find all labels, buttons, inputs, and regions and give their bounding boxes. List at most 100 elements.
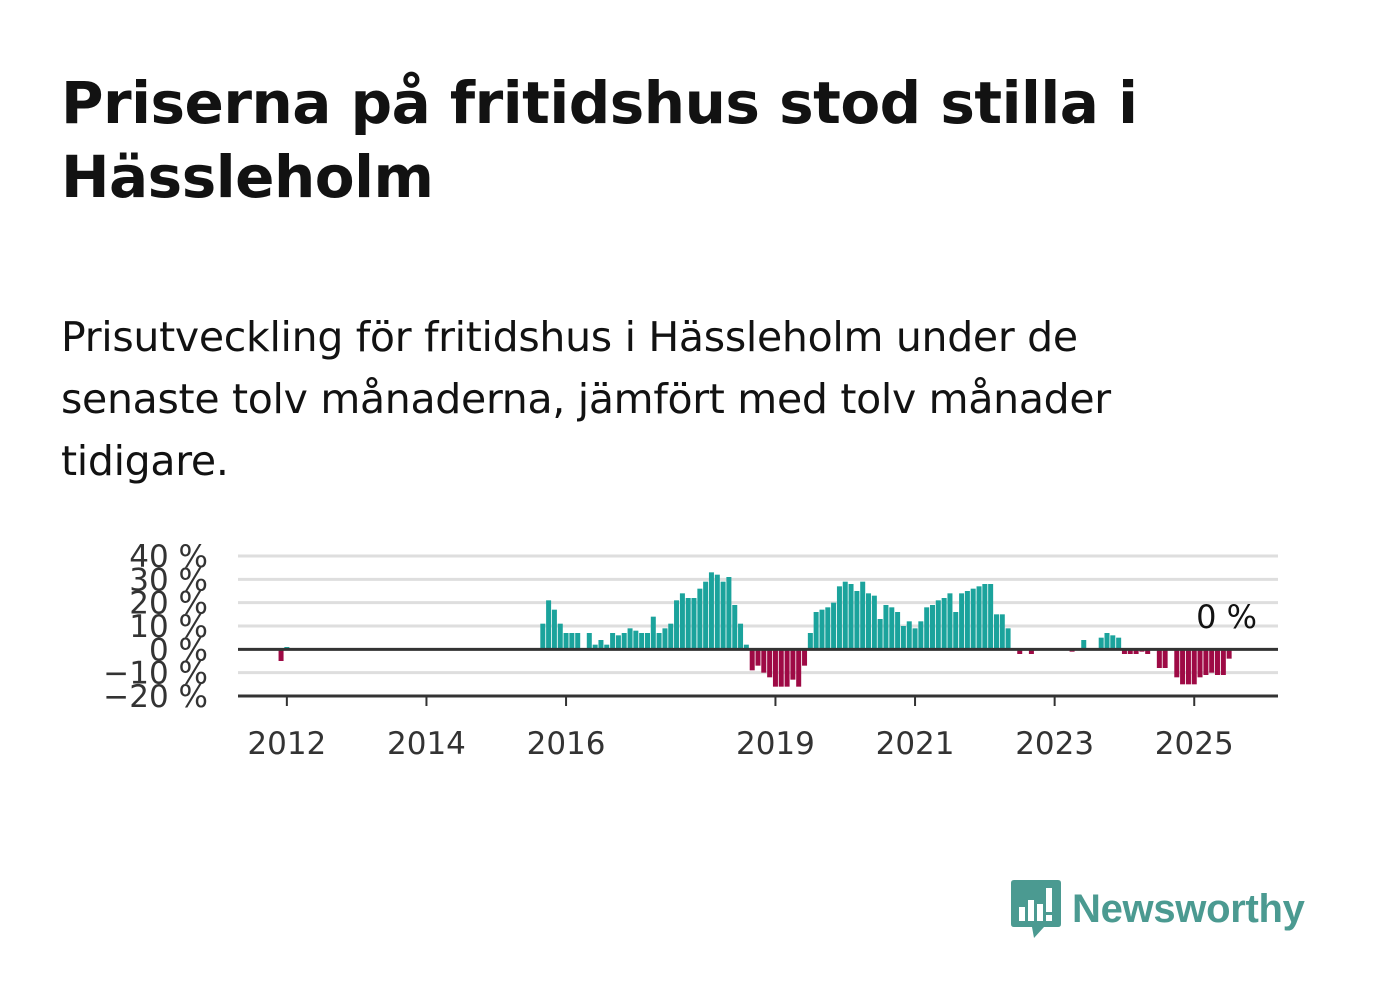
bar [854,591,860,650]
bar [621,633,627,650]
bar [1214,649,1220,675]
bar [720,581,726,650]
bar [1203,649,1209,675]
bar [679,593,685,650]
gridlines [238,554,1278,675]
bar [1162,649,1168,668]
bar [1133,649,1139,654]
bar [912,628,918,650]
bar [732,605,738,650]
y-tick-label: −20 % [103,679,208,715]
bar [1226,649,1232,659]
bar [1028,649,1034,654]
bar [557,623,563,650]
bar [1180,649,1186,685]
chart-subtitle: Prisutveckling för fritidshus i Hässleho… [61,313,1111,485]
bar [278,649,284,661]
bar [924,607,930,650]
bar [743,644,749,650]
bar [662,628,668,650]
bar [825,607,831,650]
bar [708,572,714,650]
bar [831,602,837,650]
bar [650,616,656,650]
bar [900,626,906,650]
newsworthy-logo-icon [1011,880,1061,938]
bar [656,633,662,650]
bar [871,595,877,650]
bar [592,644,598,650]
x-tick-label: 2014 [387,726,466,762]
bar [988,584,994,650]
bar [726,577,732,650]
bar [999,614,1005,650]
bar [1220,649,1226,675]
y-tick-label: 40 % [129,539,208,575]
bar [860,581,866,650]
bar [1145,649,1151,654]
bar [883,605,889,650]
bar [895,612,901,650]
bar [703,581,709,650]
bar [959,593,965,650]
bar [772,649,778,687]
bar [970,588,976,650]
bar [575,633,581,650]
y-tick-label: 10 % [129,609,208,645]
bar [1156,649,1162,668]
end-value-label: 0 % [1196,598,1257,636]
bar [964,591,970,650]
y-axis-ticks: 40 %30 %20 %10 %0 %−10 %−20 % [103,539,208,715]
bar [790,649,796,680]
bar [819,609,825,650]
bar [604,644,610,650]
bar [941,598,947,650]
bar [1185,649,1191,685]
bar [877,619,883,650]
y-tick-label: 30 % [129,562,208,598]
bar [1098,637,1104,650]
bar [639,633,645,650]
bar-chart: 40 %30 %20 %10 % 0 % −10 %−20 % 2012 2014 20… [103,539,1278,762]
y-tick-label: 20 % [129,586,208,622]
bar [697,588,703,650]
bar [540,623,546,650]
bar [551,609,557,650]
bar [668,623,674,650]
bar [1121,649,1127,654]
bar [1209,649,1215,673]
bar [714,574,720,650]
bar [1017,649,1023,654]
bar [691,598,697,650]
x-tick-label: 2025 [1155,726,1234,762]
bar [807,633,813,650]
bar [645,633,651,650]
bar [674,600,680,650]
bar [761,649,767,673]
bars [278,572,1232,687]
bar [1127,649,1133,654]
brand-name: Newsworthy [1072,886,1305,931]
x-axis-ticks: 2012 2014 2016 2019 2021 2023 2025 [247,696,1234,762]
bar [610,633,616,650]
bar [865,593,871,650]
x-tick-label: 2021 [876,726,955,762]
brand-logo: Newsworthy [1010,878,1305,940]
y-tick-label: −10 % [103,656,208,692]
bar [1104,633,1110,650]
bar [598,640,604,650]
bar [848,584,854,650]
x-tick-label: 2019 [736,726,815,762]
bar [1116,637,1122,650]
chart-title: Priserna på fritidshus stod stilla i Häs… [61,69,1138,211]
bar [1197,649,1203,678]
bar [994,614,999,650]
bar [836,586,842,650]
bar [546,600,552,650]
bar [749,649,755,671]
bar [1191,649,1197,685]
bar [615,635,621,650]
bar [738,623,744,650]
bar [947,593,953,650]
x-tick-label: 2012 [247,726,326,762]
